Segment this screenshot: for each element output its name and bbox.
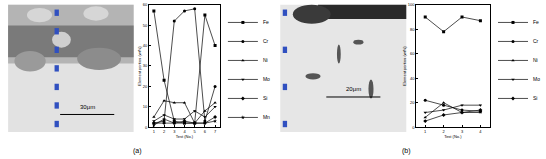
- svg-text:30μm: 30μm: [80, 104, 95, 110]
- svg-text:(b): (b): [402, 147, 411, 155]
- svg-text:1: 1: [153, 129, 156, 134]
- svg-text:Mo: Mo: [533, 76, 540, 82]
- svg-text:Cr: Cr: [533, 38, 539, 44]
- svg-text:1: 1: [424, 129, 427, 134]
- svg-text:Cr: Cr: [263, 38, 269, 44]
- svg-text:4: 4: [479, 129, 482, 134]
- svg-text:(a): (a): [133, 147, 142, 155]
- svg-text:10: 10: [143, 104, 148, 109]
- svg-text:Mo: Mo: [263, 76, 270, 82]
- svg-text:4: 4: [183, 129, 186, 134]
- svg-text:Ni: Ni: [263, 57, 268, 63]
- svg-text:Element portion (wt%): Element portion (wt%): [402, 46, 407, 86]
- svg-text:5: 5: [194, 129, 197, 134]
- svg-text:40: 40: [410, 76, 415, 81]
- svg-text:0: 0: [412, 125, 415, 130]
- svg-text:Si: Si: [533, 95, 537, 101]
- svg-text:Test (No.): Test (No.): [444, 134, 462, 139]
- svg-text:80: 80: [410, 27, 415, 32]
- svg-text:20μm: 20μm: [346, 86, 361, 92]
- svg-text:7: 7: [214, 129, 217, 134]
- svg-text:Test (No.): Test (No.): [176, 134, 194, 139]
- svg-text:40: 40: [143, 43, 148, 48]
- svg-text:2: 2: [163, 129, 166, 134]
- svg-text:3: 3: [461, 129, 464, 134]
- svg-text:Element portion (wt%): Element portion (wt%): [137, 46, 142, 86]
- svg-text:Mn: Mn: [263, 114, 270, 120]
- svg-text:60: 60: [143, 2, 148, 7]
- svg-text:Fe: Fe: [533, 19, 539, 25]
- svg-text:Fe: Fe: [263, 19, 269, 25]
- svg-text:30: 30: [143, 63, 148, 68]
- svg-text:2: 2: [443, 129, 446, 134]
- svg-text:60: 60: [410, 51, 415, 56]
- svg-text:20: 20: [143, 84, 148, 89]
- svg-text:100: 100: [408, 2, 415, 7]
- svg-text:Ni: Ni: [533, 57, 538, 63]
- svg-text:0: 0: [145, 125, 148, 130]
- svg-text:6: 6: [204, 129, 207, 134]
- svg-text:Si: Si: [263, 95, 267, 101]
- svg-text:20: 20: [410, 100, 415, 105]
- svg-text:50: 50: [143, 23, 148, 28]
- svg-text:3: 3: [173, 129, 176, 134]
